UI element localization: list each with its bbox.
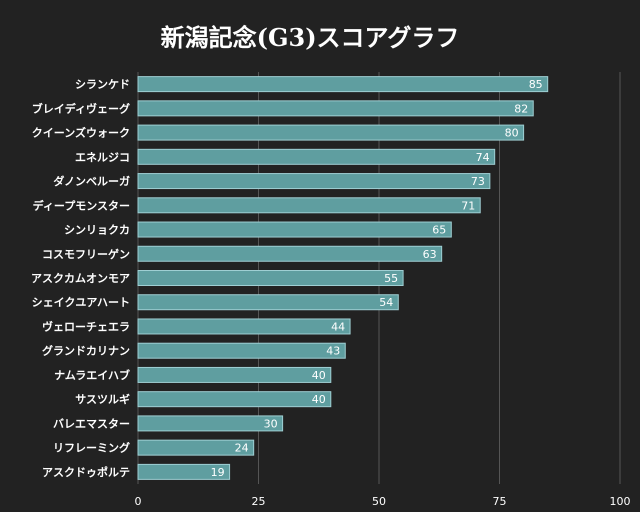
category-label-17: アスクドゥポルテ <box>42 465 130 479</box>
bar-16 <box>137 439 255 456</box>
category-label-16: リフレーミング <box>53 441 130 455</box>
category-label-14: サスツルギ <box>75 392 130 406</box>
bar-17 <box>137 463 231 480</box>
category-label-8: コスモフリーゲン <box>42 247 130 261</box>
category-label-4: エネルジコ <box>75 151 130 164</box>
value-label-4: 74 <box>476 151 490 164</box>
category-label-13: ナムラエイハブ <box>54 368 130 382</box>
bar-10 <box>137 294 399 311</box>
bar-9 <box>137 270 404 286</box>
category-label-6: ディープモンスター <box>33 198 130 212</box>
category-label-11: ヴェローチェエラ <box>42 319 130 333</box>
category-label-1: シランケド <box>75 78 130 91</box>
x-axis-ticks: 0 25 50 75 100 <box>135 495 631 508</box>
category-label-2: ブレイディヴェーグ <box>32 101 130 115</box>
category-label-9: アスクカムオンモア <box>31 272 130 285</box>
category-label-10: シェイクユアハート <box>32 296 130 309</box>
value-label-17: 19 <box>211 466 225 479</box>
x-tick-label-25: 25 <box>252 495 266 508</box>
category-label-7: シンリョクカ <box>64 224 130 237</box>
value-label-5: 73 <box>471 175 485 188</box>
value-label-2: 82 <box>514 102 528 115</box>
value-label-3: 80 <box>505 127 519 140</box>
value-label-12: 43 <box>326 345 340 358</box>
x-tick-label-75: 75 <box>493 495 507 508</box>
value-label-6: 71 <box>461 199 475 212</box>
value-label-10: 54 <box>379 296 393 309</box>
value-label-13: 40 <box>312 369 326 382</box>
value-label-16: 24 <box>235 442 249 455</box>
bar-14 <box>137 391 332 408</box>
value-label-9: 55 <box>384 272 398 285</box>
value-label-14: 40 <box>312 393 326 406</box>
bar-8 <box>137 245 443 262</box>
x-tick-label-50: 50 <box>372 495 386 508</box>
value-label-8: 63 <box>423 248 437 261</box>
bar-4 <box>137 148 496 165</box>
bar-12 <box>137 342 346 359</box>
x-tick-label-0: 0 <box>135 495 142 508</box>
value-label-1: 85 <box>529 78 543 91</box>
bar-1 <box>137 76 549 93</box>
value-label-15: 30 <box>264 417 278 430</box>
category-labels: シランケドブレイディヴェーグクイーンズウォークエネルジコダノンベルーガディープモ… <box>31 78 130 479</box>
bar-3 <box>137 124 525 141</box>
category-label-3: クイーンズウォーク <box>32 126 130 140</box>
bar-13 <box>137 366 332 383</box>
category-label-12: グランドカリナン <box>42 344 130 358</box>
x-tick-label-100: 100 <box>610 495 631 508</box>
category-label-5: ダノンベルーガ <box>53 174 130 188</box>
bar-7 <box>137 221 452 238</box>
chart-title: 新潟記念(G3)スコアグラフ <box>161 23 460 52</box>
value-label-7: 65 <box>432 224 446 237</box>
value-label-11: 44 <box>331 320 345 333</box>
bar-15 <box>137 415 284 432</box>
bar-6 <box>137 197 481 214</box>
bar-2 <box>137 100 534 117</box>
bar-11 <box>137 318 351 335</box>
bar-5 <box>137 173 491 190</box>
bars <box>137 76 549 480</box>
category-label-15: バレエマスター <box>53 417 130 430</box>
